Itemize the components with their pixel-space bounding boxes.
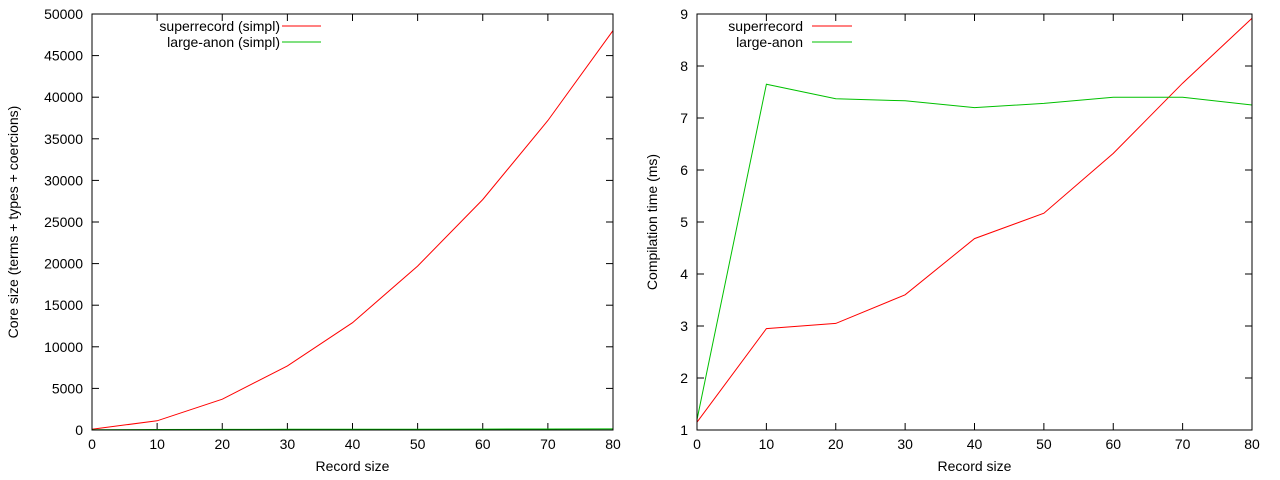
y-tick-label: 45000 — [44, 48, 83, 64]
y-tick-label: 4 — [680, 266, 688, 282]
y-tick-label: 35000 — [44, 131, 83, 147]
y-tick-label: 15000 — [44, 297, 83, 313]
chart-2: 0 10 20 30 40 50 60 70 80 1 2 3 4 5 6 7 8 9 superrecordlar… — [644, 6, 1260, 474]
x-tick-label: 80 — [1244, 436, 1260, 452]
x-tick-label: 20 — [214, 436, 230, 452]
legend-label-2: large-anon (simpl) — [167, 34, 280, 50]
y-tick-label: 40000 — [44, 89, 83, 105]
x-tick-label: 70 — [540, 436, 556, 452]
legend-label-1: superrecord — [728, 18, 803, 34]
x-tick-label: 10 — [149, 436, 165, 452]
y-tick-label: 5 — [680, 214, 688, 230]
y-tick-label: 0 — [75, 422, 83, 438]
y-axis-label: Core size (terms + types + coercions) — [5, 106, 21, 339]
y-tick-label: 5000 — [52, 380, 83, 396]
x-tick-label: 70 — [1175, 436, 1191, 452]
y-tick-label: 6 — [680, 162, 688, 178]
x-tick-label: 10 — [759, 436, 775, 452]
x-tick-label: 50 — [1036, 436, 1052, 452]
y-tick-label: 10000 — [44, 339, 83, 355]
x-tick-label: 50 — [410, 436, 426, 452]
series-line-2 — [696, 83, 1253, 420]
y-tick-label: 25000 — [44, 214, 83, 230]
x-tick-label: 60 — [1105, 436, 1121, 452]
y-axis-label: Compilation time (ms) — [644, 154, 660, 290]
x-tick-label: 20 — [828, 436, 844, 452]
plot-frame — [91, 13, 614, 431]
plot-frame — [696, 13, 1253, 431]
y-tick-label: 1 — [680, 422, 688, 438]
y-tick-label: 7 — [680, 110, 688, 126]
chart-1: 0 10 20 30 40 50 60 70 80 0 5000 10000 15000 20000 250… — [5, 6, 621, 474]
x-tick-label: 30 — [280, 436, 296, 452]
x-axis-label: Record size — [316, 458, 390, 474]
x-tick-label: 30 — [897, 436, 913, 452]
x-tick-label: 0 — [693, 436, 701, 452]
y-tick-label: 50000 — [44, 6, 83, 22]
x-tick-label: 40 — [967, 436, 983, 452]
x-tick-label: 80 — [605, 436, 621, 452]
y-tick-label: 30000 — [44, 172, 83, 188]
y-tick-label: 3 — [680, 318, 688, 334]
legend-label-1: superrecord (simpl) — [159, 18, 280, 34]
y-tick-label: 20000 — [44, 256, 83, 272]
y-tick-label: 2 — [680, 370, 688, 386]
y-tick-label: 8 — [680, 58, 688, 74]
legend-label-2: large-anon — [736, 34, 803, 50]
x-tick-label: 40 — [345, 436, 361, 452]
x-axis-label: Record size — [938, 458, 1012, 474]
y-tick-label: 9 — [680, 6, 688, 22]
x-tick-label: 60 — [475, 436, 491, 452]
series-line-1 — [696, 17, 1253, 423]
series-line-2 — [91, 428, 614, 431]
x-tick-label: 0 — [88, 436, 96, 452]
series-line-1 — [91, 30, 614, 430]
